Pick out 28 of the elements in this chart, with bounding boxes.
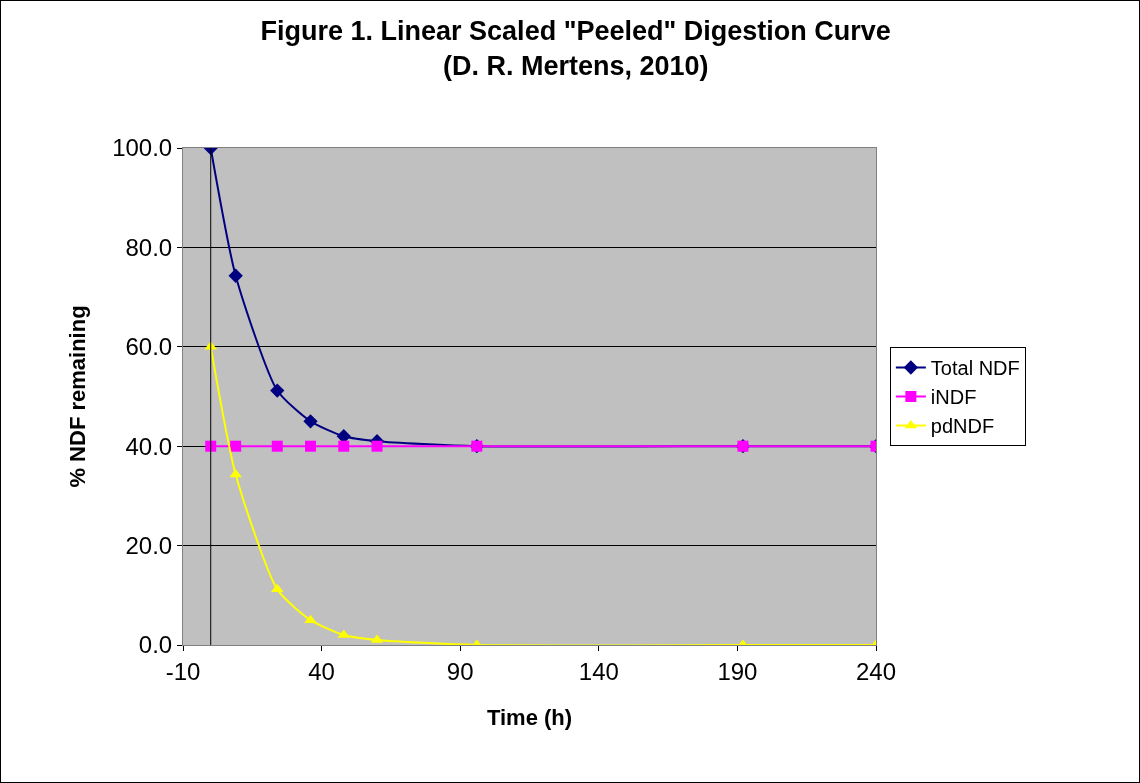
point [271, 440, 283, 452]
x-tick-label: 240 [855, 657, 897, 685]
point [270, 583, 284, 593]
y-tick-label: 80.0 [125, 233, 173, 261]
y-tick-label: 0.0 [138, 631, 173, 659]
y-tick-label: 20.0 [125, 532, 173, 559]
point [270, 383, 285, 398]
x-axis-title: Time (h) [486, 704, 573, 730]
x-tick-label: 190 [717, 657, 758, 685]
point [230, 440, 242, 452]
legend-label: Total NDF [930, 357, 1020, 380]
point [371, 440, 383, 452]
y-tick-label: 60.0 [125, 333, 173, 361]
point [338, 440, 350, 452]
point [305, 440, 317, 452]
y-axis-title: % NDF remaining [64, 305, 90, 488]
point [303, 414, 318, 429]
legend-label: iNDF [930, 386, 977, 409]
point [228, 268, 243, 283]
y-tick-label: 100.0 [112, 134, 173, 162]
chart-title: Figure 1. Linear Scaled "Peeled" Digestion Curve (D. R. Mertens, 2010) [260, 16, 891, 82]
legend-label: pdNDF [930, 415, 995, 438]
x-tick-label: 90 [446, 657, 474, 685]
x-tick-label: -10 [165, 657, 201, 685]
x-tick-label: 40 [308, 657, 335, 685]
y-tick-label: 40.0 [125, 432, 173, 460]
point [205, 440, 217, 452]
x-tick-label: 140 [578, 657, 619, 685]
